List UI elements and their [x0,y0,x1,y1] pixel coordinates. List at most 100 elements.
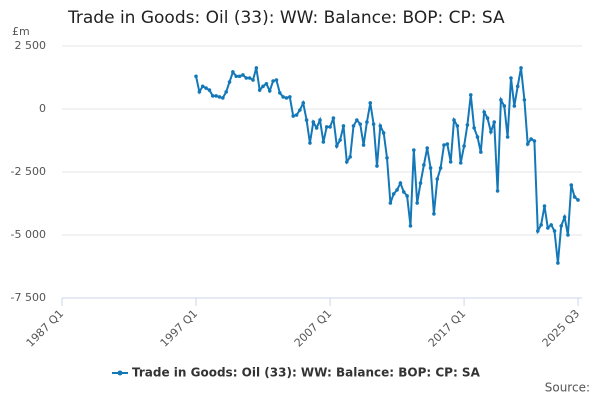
data-point [546,226,550,230]
data-point [569,183,574,187]
data-point [532,139,537,143]
data-point [445,142,450,146]
data-point [442,143,446,147]
data-point [505,135,510,139]
data-point [432,212,436,216]
data-point [264,82,269,86]
data-point [257,88,262,92]
data-point [566,233,570,237]
data-point [542,204,547,208]
data-point [482,110,486,114]
data-point [509,76,513,80]
source: Source: [545,381,590,395]
data-point [378,124,383,128]
data-point [194,74,198,79]
y-tick-label: -7 500 [11,291,46,304]
data-point [271,79,275,83]
data-point [334,144,339,148]
data-point [495,189,500,193]
data-point [472,126,476,130]
y-tick-label: 2 500 [15,39,47,52]
x-tick-label: 1997 Q1 [158,307,201,350]
data-point [227,80,232,84]
data-point [395,188,399,192]
data-point [288,95,292,99]
data-point [368,101,373,105]
legend-label: Trade in Goods: Oil (33): WW: Balance: B… [132,366,481,380]
data-point [448,160,453,164]
data-point [455,124,460,128]
data-point [311,120,316,124]
data-point [331,116,336,120]
data-point [254,66,259,70]
y-tick-label: 0 [39,102,46,115]
data-point [381,131,386,135]
data-point [284,96,289,100]
data-point [234,74,239,79]
x-tick-label: 2017 Q1 [426,307,469,350]
data-point [241,73,245,77]
data-point [452,118,456,122]
data-point [210,94,215,98]
data-point [492,120,497,124]
data-point [341,124,346,128]
data-point [562,215,567,219]
data-point [519,66,523,70]
data-point [224,90,228,94]
data-point [237,74,242,79]
data-point [351,124,356,128]
data-point [462,144,466,148]
y-tick-label: -2 500 [11,165,46,178]
data-point [318,118,322,122]
data-point [408,224,413,228]
data-point [572,195,577,199]
data-point [321,140,326,144]
data-point [348,155,352,159]
data-point [398,181,403,185]
data-point [515,84,520,89]
series-line [195,67,579,264]
data-point [468,93,473,97]
data-point [291,114,295,118]
data-point [251,78,255,82]
data-point [552,229,557,233]
data-point [576,198,580,202]
data-point [301,101,306,105]
data-point [231,70,235,74]
data-point [375,164,379,168]
data-point [204,86,208,90]
data-point [314,126,319,130]
data-point [365,120,369,124]
data-point [277,91,282,95]
data-point [371,122,376,126]
data-point [200,84,205,89]
data-point [559,224,564,228]
data-point [412,148,416,152]
data-point [556,261,560,265]
data-point [438,166,443,170]
data-point [525,142,530,146]
data-point [261,84,265,89]
data-point [361,143,366,147]
data-point [405,194,409,198]
data-point [499,98,503,102]
data-point [401,190,406,194]
data-point [308,141,312,145]
data-point [328,125,332,129]
data-point [458,161,463,165]
data-point [422,163,426,167]
data-point [207,88,212,92]
data-point [425,146,430,150]
data-point [338,138,342,142]
data-point [539,223,543,227]
data-point [475,135,480,139]
y-tick-label: -5 000 [11,228,46,241]
data-point [304,118,309,122]
data-point [512,104,517,108]
x-tick-label: 1987 Q1 [24,307,67,350]
data-point [281,95,285,99]
data-point [217,95,222,99]
data-point [529,137,533,141]
